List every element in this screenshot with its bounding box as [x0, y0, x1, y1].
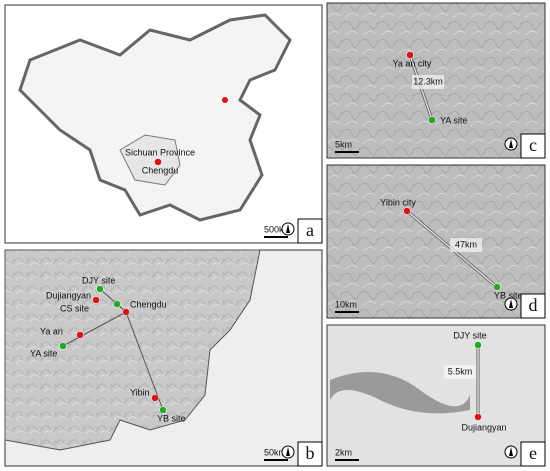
north-arrow-needle: [286, 224, 290, 233]
distance-label: 5.5km: [448, 366, 473, 376]
distance-box: [450, 238, 482, 252]
panel-letter: d: [529, 295, 538, 315]
panel-letter-box: [297, 441, 323, 467]
distance-line: [125, 311, 164, 411]
place-label: Chengdu: [142, 165, 179, 175]
place-label: YA site: [440, 115, 467, 125]
place-label: YB site: [494, 290, 523, 300]
panel-letter-box: [520, 293, 546, 319]
panel-letter-box: [297, 218, 323, 244]
place-label: DJY site: [82, 275, 115, 285]
distance-box: [412, 75, 444, 89]
distance-box: [444, 365, 476, 379]
place-label: Sichuan Province: [125, 147, 195, 157]
panel-letter-box: [520, 133, 546, 159]
city-dot: [403, 207, 411, 215]
site-dot: [113, 300, 121, 308]
place-label: Yibin: [130, 387, 150, 397]
place-label: Dujiangyan: [46, 290, 91, 300]
panel-e-frame: [326, 324, 546, 467]
city-dot: [406, 51, 414, 59]
site-dot: [493, 283, 501, 291]
site-dot: [428, 116, 436, 124]
panel-letter: c: [529, 135, 537, 155]
site-dot: [59, 342, 67, 350]
north-arrow-needle: [509, 447, 513, 456]
scale-label: 2km: [335, 447, 352, 457]
scale-label: 10km: [335, 299, 357, 309]
panel-letter-box: [520, 441, 546, 467]
sichuan-relief: [4, 249, 261, 451]
panel-letter: e: [529, 443, 537, 463]
distance-label: 12.3km: [413, 76, 443, 86]
distance-label: 47km: [455, 239, 477, 249]
river: [330, 372, 470, 414]
place-label: DJY site: [453, 330, 486, 340]
city-dot: [474, 413, 482, 421]
panel-d-frame: [326, 164, 546, 319]
place-label: Ya an: [40, 326, 63, 336]
place-label: YA site: [30, 348, 57, 358]
city-dot: [122, 308, 130, 316]
scale-label: 50km: [264, 447, 286, 457]
distance-line: [62, 311, 127, 347]
place-label: Dujiangyan: [461, 422, 506, 432]
site-dot: [96, 285, 104, 293]
china-outline: [18, 13, 292, 222]
place-label: Ya an city: [393, 58, 432, 68]
city-dot: [154, 158, 162, 166]
north-arrow-needle: [509, 139, 513, 148]
sichuan-outline: [119, 134, 181, 186]
site-dot: [159, 406, 167, 414]
place-label: YB site: [157, 413, 186, 423]
panel-letter: b: [306, 443, 315, 463]
city-dot: [92, 296, 100, 304]
north-arrow-needle: [286, 447, 290, 456]
site-dot: [474, 341, 482, 349]
panel-letter: a: [306, 220, 314, 240]
city-dot: [222, 97, 228, 103]
city-dot: [76, 331, 84, 339]
place-label: Chengdu: [130, 299, 167, 309]
place-label: CS site: [60, 303, 89, 313]
city-dot: [151, 394, 159, 402]
scale-label: 500km: [264, 224, 291, 234]
scale-label: 5km: [335, 139, 352, 149]
north-arrow-needle: [509, 299, 513, 308]
place-label: Yibin city: [380, 197, 416, 207]
